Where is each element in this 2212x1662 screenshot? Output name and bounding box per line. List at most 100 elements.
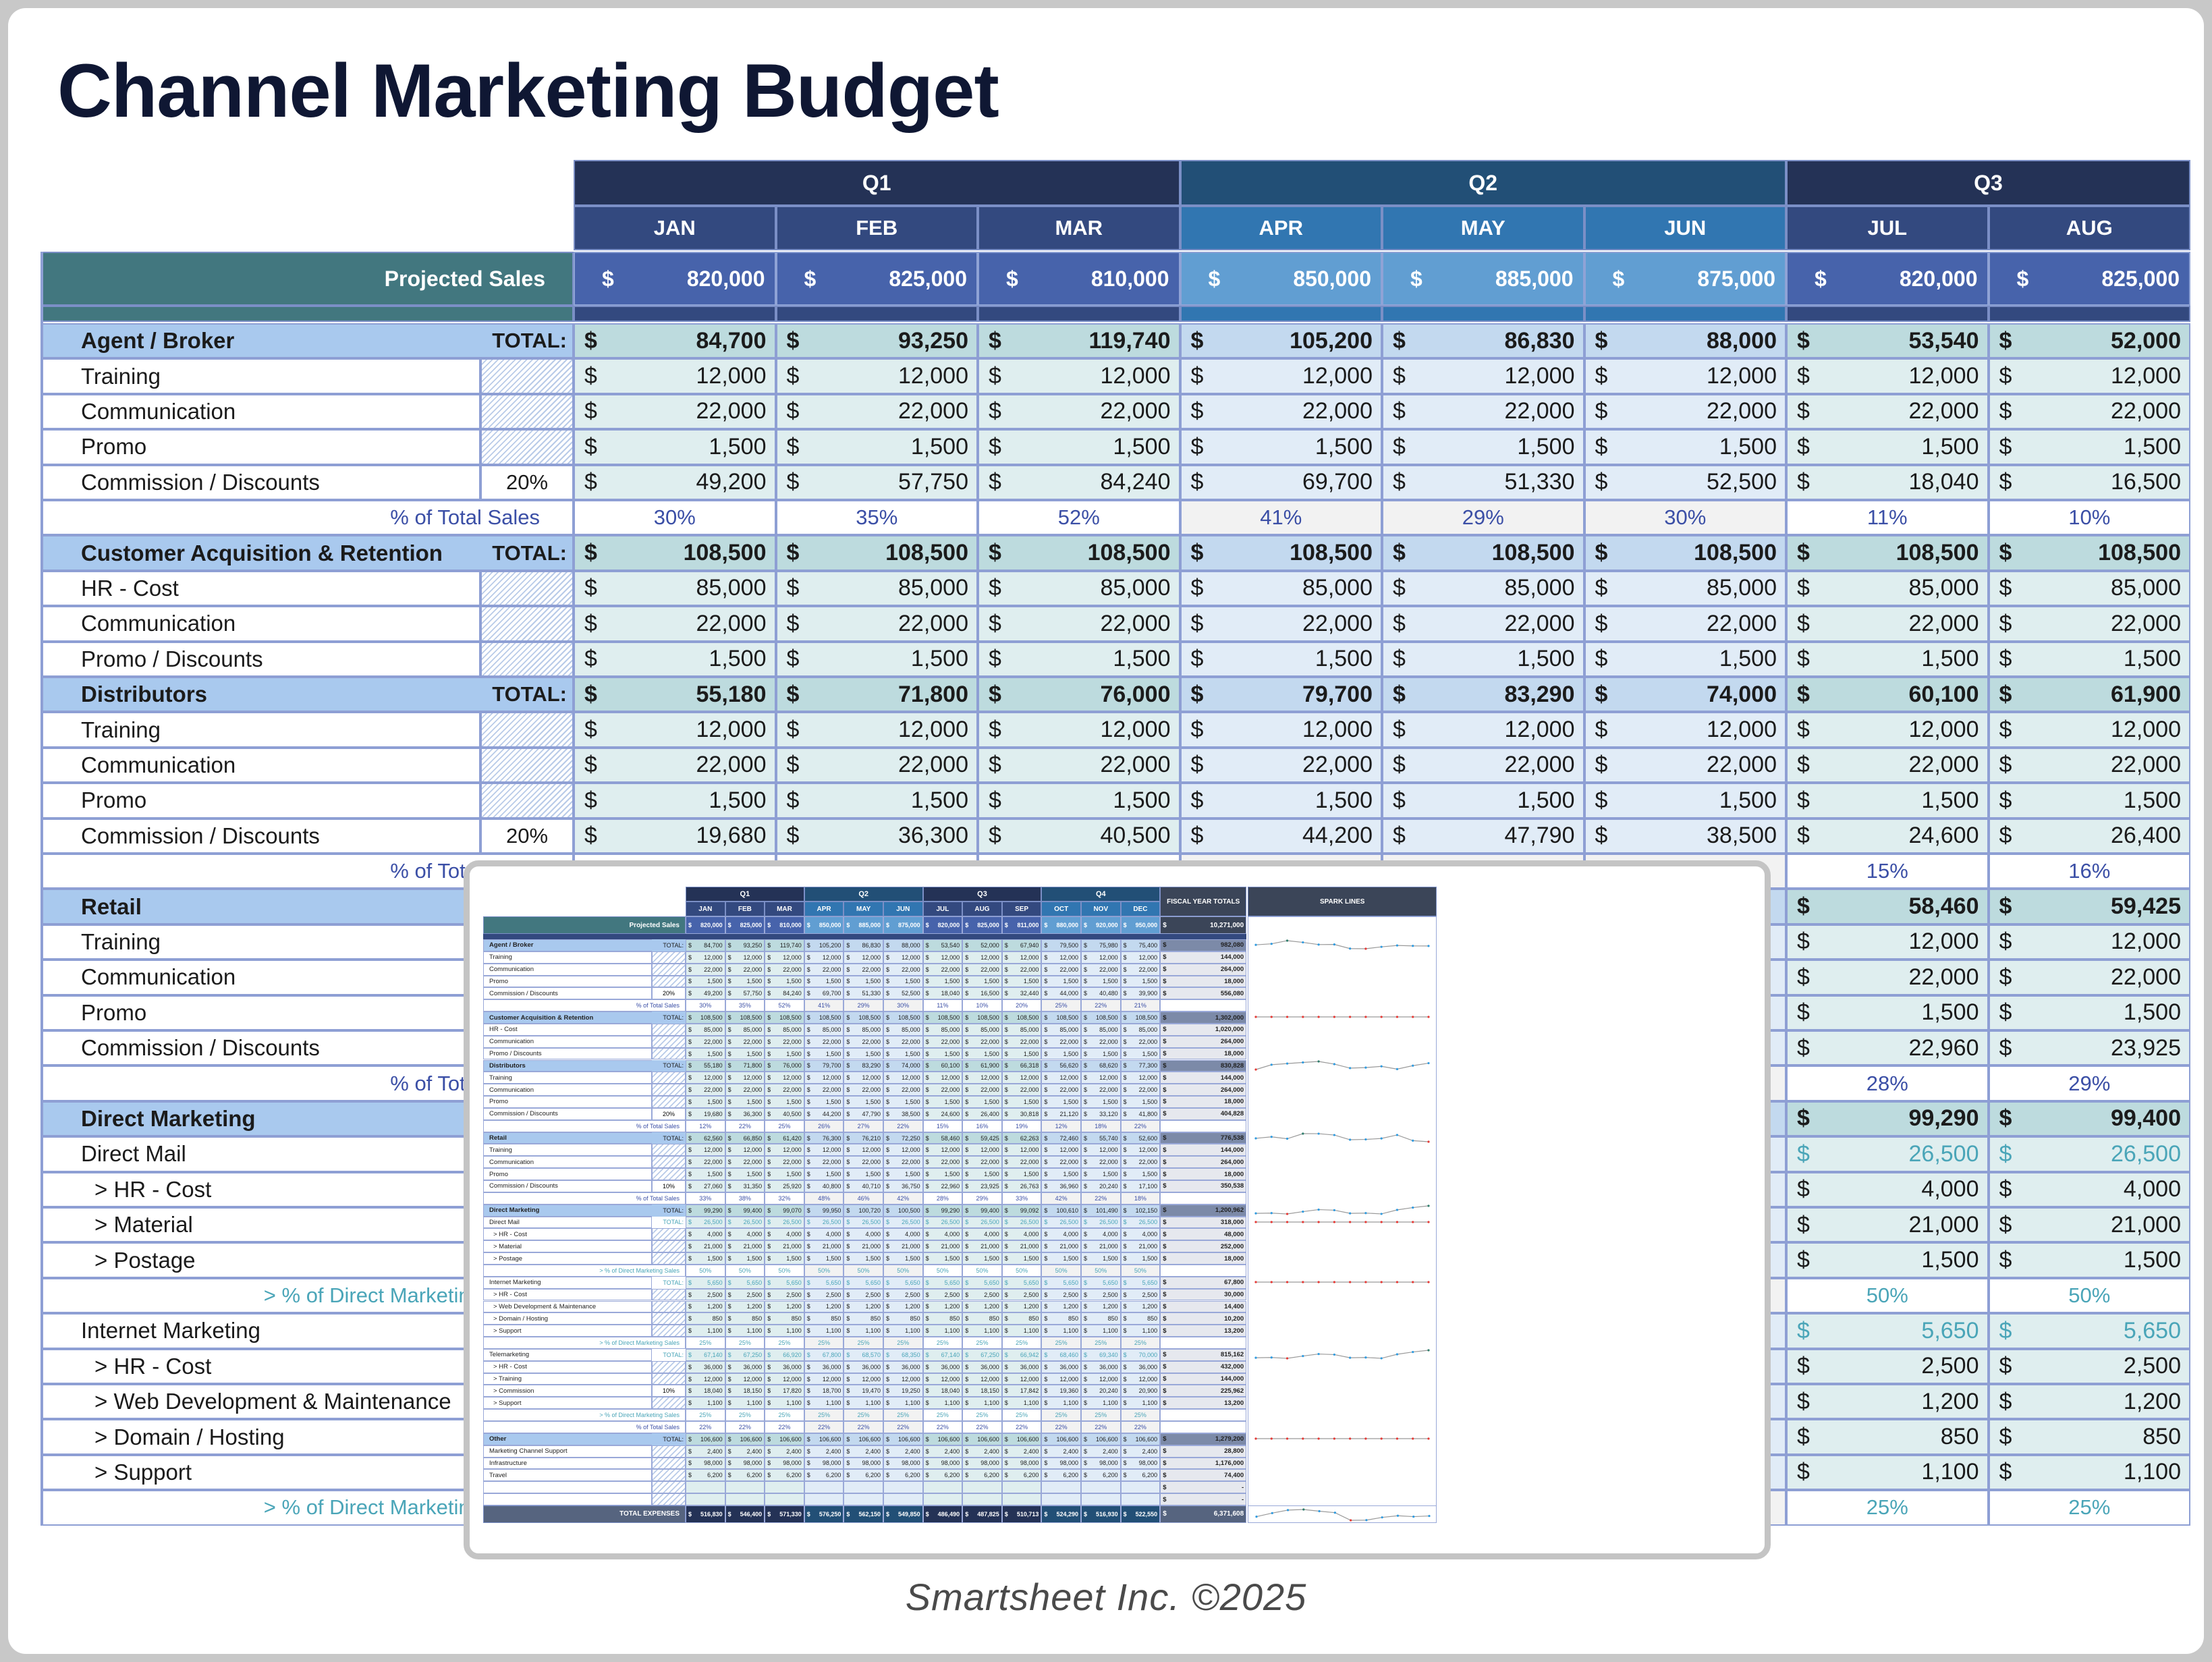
amount-cell[interactable]: $22,000 [1786,393,1989,430]
amount-cell[interactable]: $22,000 [574,747,776,783]
amount-cell[interactable]: $21,000 [1786,1207,1989,1243]
amount-cell[interactable]: $1,500 [574,429,776,465]
amount-cell[interactable]: $12,000 [1988,358,2190,394]
projected-sales-cell[interactable]: $885,000 [1382,252,1584,306]
amount-cell[interactable]: $1,500 [1584,783,1786,819]
amount-cell[interactable]: $23,925 [1988,1030,2190,1066]
amount-cell[interactable]: $5,650 [1988,1313,2190,1349]
amount-cell[interactable]: $12,000 [574,712,776,748]
amount-cell[interactable]: $1,500 [1786,1242,1989,1278]
amount-cell[interactable]: $1,500 [1382,783,1584,819]
amount-cell[interactable]: $22,000 [775,393,978,430]
amount-cell[interactable]: $1,500 [978,641,1180,677]
amount-cell[interactable]: $85,000 [574,570,776,607]
month-header-feb[interactable]: FEB [775,206,978,250]
month-header-aug[interactable]: AUG [1988,206,2190,250]
amount-cell[interactable]: $38,500 [1584,818,1786,854]
amount-cell[interactable]: $1,500 [1584,429,1786,465]
amount-cell[interactable]: $22,000 [1382,606,1584,642]
amount-cell[interactable]: $22,000 [1584,747,1786,783]
amount-cell[interactable]: $85,000 [1786,570,1989,607]
amount-cell[interactable]: $12,000 [1988,712,2190,748]
amount-cell[interactable]: $22,000 [1180,747,1382,783]
amount-cell[interactable]: $12,000 [978,712,1180,748]
amount-cell[interactable]: $1,500 [1382,429,1584,465]
amount-cell[interactable]: $12,000 [1584,358,1786,394]
amount-cell[interactable]: $52,500 [1584,464,1786,500]
amount-cell[interactable]: $22,000 [1988,606,2190,642]
amount-cell[interactable]: $5,650 [1786,1313,1989,1349]
amount-cell[interactable]: $1,500 [1786,783,1989,819]
amount-cell[interactable]: $22,000 [775,747,978,783]
amount-cell[interactable]: $1,500 [1988,641,2190,677]
amount-cell[interactable]: $12,000 [775,712,978,748]
amount-cell[interactable]: $1,200 [1786,1384,1989,1420]
amount-cell[interactable]: $22,000 [1988,960,2190,995]
amount-cell[interactable]: $12,000 [574,358,776,394]
amount-cell[interactable]: $22,000 [1382,393,1584,430]
amount-cell[interactable]: $1,500 [1988,783,2190,819]
amount-cell[interactable]: $1,100 [1988,1454,2190,1491]
amount-cell[interactable]: $12,000 [978,358,1180,394]
amount-cell[interactable]: $1,500 [1786,641,1989,677]
commission-rate[interactable]: 20% [480,818,574,854]
amount-cell[interactable]: $19,680 [574,818,776,854]
amount-cell[interactable]: $69,700 [1180,464,1382,500]
amount-cell[interactable]: $1,500 [775,641,978,677]
amount-cell[interactable]: $1,500 [1584,641,1786,677]
amount-cell[interactable]: $12,000 [1584,712,1786,748]
amount-cell[interactable]: $1,500 [1180,429,1382,465]
amount-cell[interactable]: $12,000 [1180,358,1382,394]
amount-cell[interactable]: $1,500 [775,783,978,819]
amount-cell[interactable]: $26,500 [1786,1136,1989,1172]
amount-cell[interactable]: $57,750 [775,464,978,500]
amount-cell[interactable]: $1,500 [1988,429,2190,465]
amount-cell[interactable]: $1,500 [574,641,776,677]
amount-cell[interactable]: $85,000 [775,570,978,607]
amount-cell[interactable]: $12,000 [1382,358,1584,394]
month-header-jun[interactable]: JUN [1584,206,1786,250]
amount-cell[interactable]: $22,000 [1584,606,1786,642]
amount-cell[interactable]: $22,000 [574,393,776,430]
amount-cell[interactable]: $22,000 [1180,606,1382,642]
amount-cell[interactable]: $36,300 [775,818,978,854]
amount-cell[interactable]: $1,500 [1180,783,1382,819]
amount-cell[interactable]: $1,500 [1988,1242,2190,1278]
amount-cell[interactable]: $4,000 [1988,1171,2190,1207]
amount-cell[interactable]: $44,200 [1180,818,1382,854]
month-header-may[interactable]: MAY [1382,206,1584,250]
amount-cell[interactable]: $12,000 [775,358,978,394]
amount-cell[interactable]: $16,500 [1988,464,2190,500]
amount-cell[interactable]: $22,960 [1786,1030,1989,1066]
amount-cell[interactable]: $22,000 [978,606,1180,642]
amount-cell[interactable]: $850 [1988,1419,2190,1455]
amount-cell[interactable]: $21,000 [1988,1207,2190,1243]
projected-sales-cell[interactable]: $825,000 [775,252,978,306]
month-header-mar[interactable]: MAR [978,206,1180,250]
amount-cell[interactable]: $850 [1786,1419,1989,1455]
projected-sales-cell[interactable]: $820,000 [1786,252,1989,306]
amount-cell[interactable]: $26,500 [1988,1136,2190,1172]
amount-cell[interactable]: $18,040 [1786,464,1989,500]
amount-cell[interactable]: $1,500 [1180,641,1382,677]
amount-cell[interactable]: $22,000 [978,747,1180,783]
amount-cell[interactable]: $12,000 [1786,712,1989,748]
amount-cell[interactable]: $85,000 [978,570,1180,607]
amount-cell[interactable]: $84,240 [978,464,1180,500]
commission-rate[interactable]: 20% [480,464,574,500]
amount-cell[interactable]: $12,000 [1988,924,2190,960]
projected-sales-cell[interactable]: $825,000 [1988,252,2190,306]
amount-cell[interactable]: $1,500 [1382,641,1584,677]
projected-sales-cell[interactable]: $850,000 [1180,252,1382,306]
amount-cell[interactable]: $24,600 [1786,818,1989,854]
amount-cell[interactable]: $22,000 [1180,393,1382,430]
amount-cell[interactable]: $49,200 [574,464,776,500]
amount-cell[interactable]: $22,000 [978,393,1180,430]
amount-cell[interactable]: $22,000 [1988,393,2190,430]
amount-cell[interactable]: $1,500 [978,429,1180,465]
projected-sales-cell[interactable]: $820,000 [574,252,776,306]
amount-cell[interactable]: $1,500 [978,783,1180,819]
amount-cell[interactable]: $12,000 [1786,358,1989,394]
amount-cell[interactable]: $22,000 [1988,747,2190,783]
amount-cell[interactable]: $51,330 [1382,464,1584,500]
